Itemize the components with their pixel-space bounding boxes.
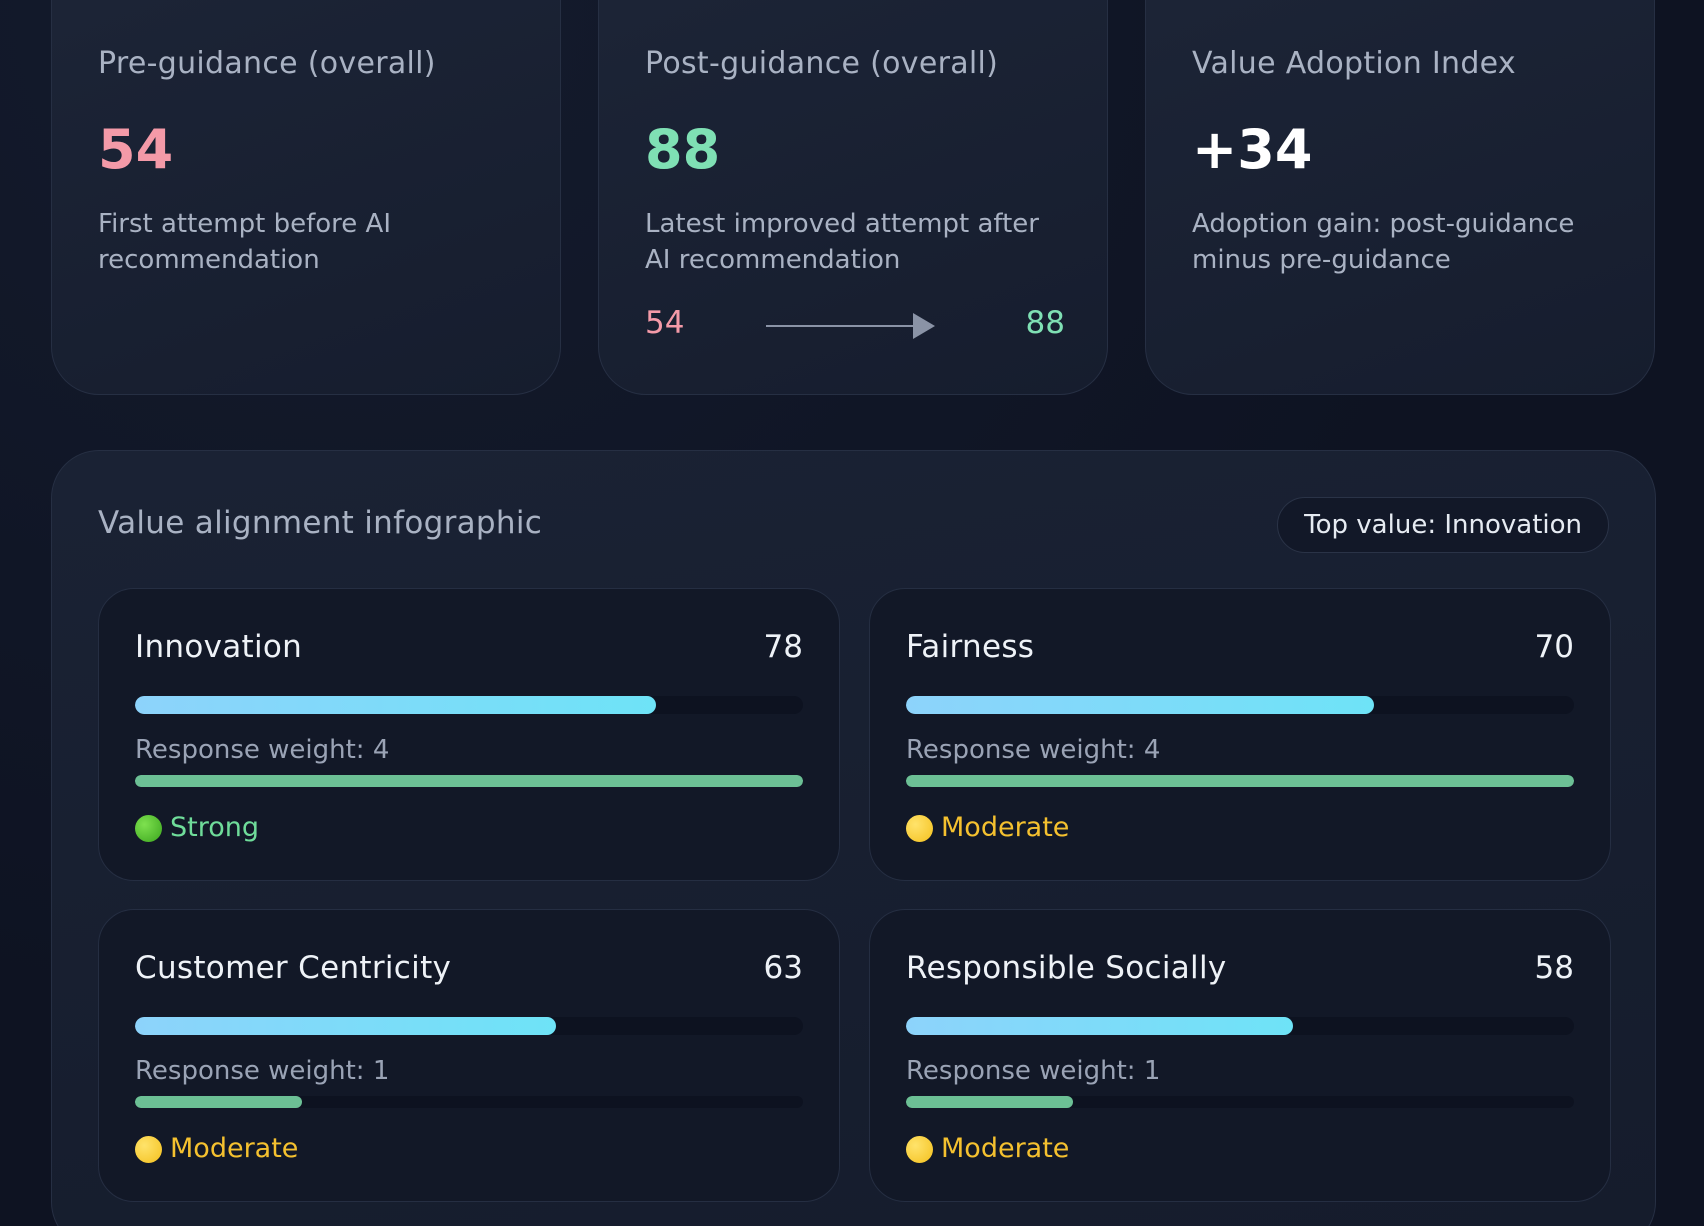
value-alignment-panel: Value alignment infographic Top value: I… <box>51 450 1656 1226</box>
status-label: Strong <box>170 812 260 843</box>
score-bar-fill <box>135 696 657 714</box>
adoption-index-title: Value Adoption Index <box>1192 46 1516 81</box>
value-name: Customer Centricity <box>135 950 452 986</box>
arrow-line <box>766 325 916 327</box>
value-score: 63 <box>763 950 803 986</box>
status-badge: Moderate <box>906 1132 1069 1166</box>
score-from: 54 <box>645 305 685 341</box>
panel-title: Value alignment infographic <box>98 505 543 541</box>
value-card-fairness: Fairness 70 Response weight: 4 Moderate <box>869 588 1611 881</box>
pre-guidance-description: First attempt before AI recommendation <box>98 209 391 275</box>
yellow-circle-icon <box>135 1135 162 1163</box>
status-label: Moderate <box>170 1133 299 1164</box>
response-weight-label: Response weight: 4 <box>906 735 1161 765</box>
score-bar-track <box>135 1017 803 1035</box>
yellow-circle-icon <box>906 1135 933 1163</box>
green-circle-icon <box>135 814 162 842</box>
weight-bar-fill <box>135 775 803 787</box>
weight-bar-track <box>135 775 803 787</box>
response-weight-label: Response weight: 1 <box>135 1056 390 1086</box>
score-bar-fill <box>906 1017 1294 1035</box>
score-change-indicator: 54 88 <box>645 305 1065 345</box>
response-weight-label: Response weight: 4 <box>135 735 390 765</box>
weight-bar-track <box>135 1096 803 1108</box>
status-badge: Strong <box>135 811 259 845</box>
status-label: Moderate <box>941 1133 1070 1164</box>
response-weight-label: Response weight: 1 <box>906 1056 1161 1086</box>
score-bar-track <box>135 696 803 714</box>
value-name: Fairness <box>906 629 1035 665</box>
status-label: Moderate <box>941 812 1070 843</box>
value-card-innovation: Innovation 78 Response weight: 4 Strong <box>98 588 840 881</box>
value-score: 78 <box>763 629 803 665</box>
score-to: 88 <box>1025 305 1065 341</box>
weight-bar-fill <box>906 1096 1073 1108</box>
arrow-right-icon <box>913 313 935 339</box>
pre-guidance-title: Pre-guidance (overall) <box>98 46 436 81</box>
value-score: 70 <box>1534 629 1574 665</box>
status-badge: Moderate <box>906 811 1069 845</box>
adoption-index-value: +34 <box>1192 118 1313 181</box>
post-guidance-value: 88 <box>645 118 721 181</box>
score-bar-fill <box>906 696 1374 714</box>
weight-bar-fill <box>135 1096 302 1108</box>
status-badge: Moderate <box>135 1132 298 1166</box>
yellow-circle-icon <box>906 814 933 842</box>
value-card-responsible-socially: Responsible Socially 58 Response weight:… <box>869 909 1611 1202</box>
pre-guidance-value: 54 <box>98 118 174 181</box>
value-score: 58 <box>1534 950 1574 986</box>
score-bar-fill <box>135 1017 556 1035</box>
value-card-customer-centricity: Customer Centricity 63 Response weight: … <box>98 909 840 1202</box>
score-bar-track <box>906 1017 1574 1035</box>
post-guidance-card: Post-guidance (overall) 88 Latest improv… <box>598 0 1108 395</box>
weight-bar-track <box>906 1096 1574 1108</box>
weight-bar-fill <box>906 775 1574 787</box>
weight-bar-track <box>906 775 1574 787</box>
adoption-index-description: Adoption gain: post-guidance minus pre-g… <box>1192 209 1575 275</box>
pre-guidance-card: Pre-guidance (overall) 54 First attempt … <box>51 0 561 395</box>
value-name: Innovation <box>135 629 303 665</box>
post-guidance-description: Latest improved attempt after AI recomme… <box>645 209 1039 275</box>
score-bar-track <box>906 696 1574 714</box>
value-name: Responsible Socially <box>906 950 1227 986</box>
post-guidance-title: Post-guidance (overall) <box>645 46 999 81</box>
top-value-badge: Top value: Innovation <box>1277 497 1609 553</box>
value-adoption-index-card: Value Adoption Index +34 Adoption gain: … <box>1145 0 1655 395</box>
